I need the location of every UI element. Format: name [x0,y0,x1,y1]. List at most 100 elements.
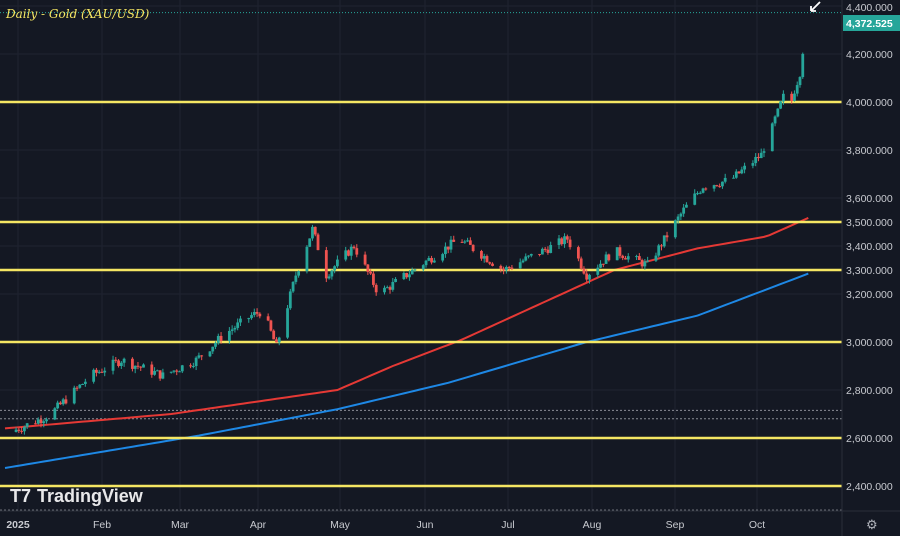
candle [673,220,677,238]
candle [313,226,317,235]
current-price-tag [843,15,900,31]
candle [604,254,608,264]
candle [773,116,777,124]
candle [463,241,467,243]
candle [779,101,782,109]
candle [347,250,350,256]
time-tick-label: Apr [250,519,267,531]
candle [637,256,641,261]
candle [599,263,602,268]
candle [333,266,337,271]
candle [388,287,392,290]
candle [239,318,242,323]
candle [543,248,547,250]
candle [615,247,619,261]
candle [20,430,24,432]
candle [103,370,107,373]
candle [111,359,115,371]
tv-logo-icon: T7 [10,486,32,506]
candle [491,263,494,266]
candle [266,316,270,321]
candle [236,322,240,328]
chart-title: Daily - Gold (XAU/USD) [6,7,150,21]
candle [61,399,65,405]
candle [363,254,367,265]
candle [327,276,331,279]
candle [297,271,301,276]
candle [538,253,542,255]
candle [250,315,253,319]
candle [460,241,464,243]
candle [643,261,647,267]
candle [466,240,469,242]
candle [507,266,511,268]
annotation-arrow-icon [810,1,821,12]
candle [565,236,569,240]
candle [696,193,699,195]
candle [344,250,348,260]
time-tick-label: 2025 [6,519,30,531]
ma-fast-line [4,217,809,430]
candle [42,421,46,424]
candle [801,53,805,78]
candle [576,247,580,259]
candle [53,408,57,420]
candle [352,246,356,249]
candle [682,207,686,214]
price-axis [842,0,900,536]
candle [233,327,237,330]
candle [518,262,522,269]
candle [618,247,622,256]
candle [488,262,492,264]
candle [64,399,68,404]
candle [502,268,505,271]
candle [56,402,60,409]
ma-slow-line [4,272,809,469]
candle [754,156,758,164]
settings-gear-icon[interactable]: ⚙ [866,517,878,532]
candle [405,272,409,278]
candle [336,259,339,267]
candle [693,193,697,205]
candle [485,256,489,263]
candle [549,245,553,253]
candle [366,264,370,272]
candle [482,256,486,259]
candle [142,364,145,368]
candle [180,365,184,372]
price-tick-label: 4,400.000 [846,2,893,14]
price-tick-label: 3,800.000 [846,145,893,157]
candle [219,335,223,341]
candle [391,281,395,290]
candle [480,250,483,259]
candle [563,236,566,245]
candle [269,320,273,331]
candle [172,370,176,372]
candle [45,419,48,422]
price-tick-label: 3,000.000 [846,337,893,349]
candle [308,238,312,247]
candle [169,371,173,373]
candle [114,359,118,361]
candle [294,275,298,282]
candle [640,260,644,267]
candle [17,429,21,431]
candle [421,265,425,270]
candle [197,355,201,358]
price-tick-label: 3,400.000 [846,241,893,253]
candle [175,370,179,372]
candle [59,402,62,405]
candle [721,181,724,187]
price-tick-label: 3,200.000 [846,289,893,301]
time-tick-label: Sep [666,519,685,531]
candle [660,245,663,247]
candle [97,371,101,373]
candle [452,239,456,242]
candle [762,151,766,153]
tradingview-logo: T7 TradingView [10,486,143,507]
candle [230,329,234,331]
candle [740,169,744,174]
candle [793,93,796,101]
candle [131,358,134,369]
